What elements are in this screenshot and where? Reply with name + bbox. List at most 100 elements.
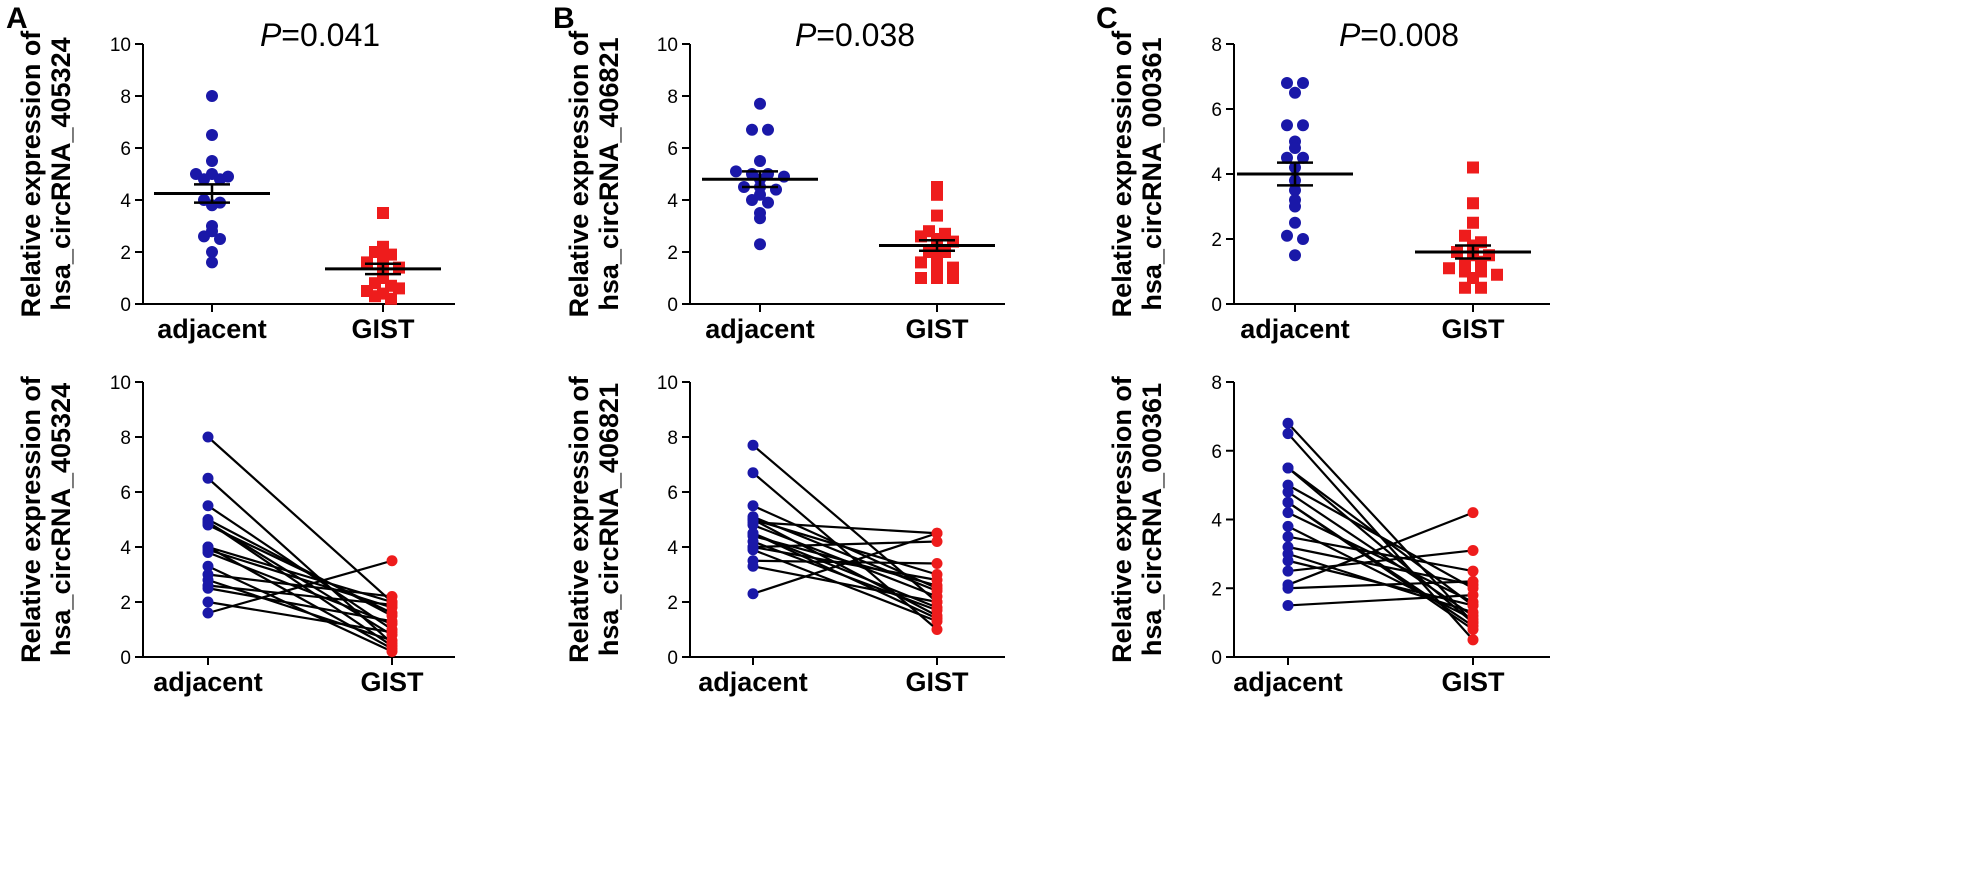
y-tick-label: 6: [120, 483, 131, 504]
paired-line: [752, 559, 938, 565]
data-point-adjacent: [1281, 77, 1293, 89]
paired-line: [1287, 422, 1474, 624]
y-tick-label: 6: [667, 139, 678, 160]
paired-line: [1287, 484, 1474, 590]
data-point-adjacent: [747, 560, 759, 572]
data-point-gist: [931, 536, 943, 547]
data-point-adjacent: [202, 560, 214, 572]
y-tick-label: 6: [120, 139, 131, 160]
data-point-gist: [947, 272, 959, 284]
paired-line: [207, 521, 393, 647]
data-point-adjacent: [202, 596, 214, 608]
data-point-adjacent: [202, 431, 214, 443]
x-tick-label-adjacent: adjacent: [698, 667, 808, 697]
y-tick-label: 0: [667, 295, 678, 316]
data-point-adjacent: [202, 500, 214, 512]
data-point-gist: [931, 188, 943, 201]
panel-a: A P=0.041 Relative expression of hsa_circRN…: [6, 2, 455, 344]
panel-letter: A: [6, 2, 28, 35]
data-point-gist: [1467, 197, 1479, 210]
data-point-adjacent: [746, 123, 758, 136]
paired-line: [752, 534, 938, 587]
data-point-gist: [386, 646, 398, 657]
paired-line: [1287, 501, 1474, 627]
data-point-adjacent: [754, 155, 766, 167]
panel-letter: C: [1096, 2, 1118, 35]
data-point-gist: [1467, 216, 1479, 229]
data-point-adjacent: [1282, 507, 1294, 519]
x-tick-label-gist: GIST: [351, 314, 415, 344]
y-axis-label-line2: hsa_circRNA_000361: [1137, 37, 1167, 310]
p-value-number: =0.008: [1360, 17, 1459, 53]
p-value-title: P=0.041: [260, 17, 380, 53]
data-point-adjacent: [1282, 417, 1294, 429]
y-tick-label: 2: [667, 593, 678, 614]
paired-line: [207, 559, 393, 615]
data-point-gist: [931, 585, 943, 597]
y-axis-label-line1: Relative expression of: [16, 375, 46, 663]
y-axis-label-line2: hsa_circRNA_000361: [1137, 383, 1167, 656]
x-tick-label-gist: GIST: [360, 667, 424, 697]
data-point-adjacent: [747, 527, 759, 539]
paired-line: [1287, 467, 1474, 624]
data-point-gist: [931, 624, 943, 635]
data-point-adjacent: [747, 519, 759, 531]
data-point-gist: [931, 209, 943, 222]
data-point-adjacent: [1281, 151, 1293, 164]
data-point-adjacent: [202, 541, 214, 553]
data-point-gist: [386, 626, 398, 638]
data-point-gist: [915, 256, 927, 269]
y-tick-label: 8: [1211, 35, 1222, 56]
y-tick-label: 8: [120, 428, 131, 449]
data-point-adjacent: [762, 123, 774, 136]
data-point-gist: [931, 527, 943, 539]
y-tick-label: 6: [1211, 442, 1222, 463]
x-tick-label-gist: GIST: [1441, 314, 1505, 344]
data-point-gist: [386, 596, 398, 608]
data-point-adjacent: [214, 173, 226, 186]
y-tick-label: 2: [1211, 579, 1222, 600]
x-tick-label-gist: GIST: [905, 314, 969, 344]
paired-line: [207, 600, 393, 634]
y-tick-label: 10: [657, 35, 678, 56]
data-point-adjacent: [1289, 216, 1301, 229]
y-tick-label: 0: [120, 648, 131, 669]
data-point-adjacent: [1282, 486, 1294, 498]
data-point-gist: [386, 555, 398, 567]
y-axis-label-line2: hsa_circRNA_405324: [46, 383, 76, 656]
paired-line: [207, 565, 393, 653]
y-tick-label: 8: [1211, 373, 1222, 394]
data-point-adjacent: [1297, 119, 1309, 132]
data-point-gist: [1467, 599, 1479, 611]
paired-line: [752, 521, 938, 535]
data-point-adjacent: [762, 196, 774, 209]
panel-letter: B: [553, 2, 575, 35]
y-tick-label: 4: [1211, 511, 1222, 532]
x-tick-label-adjacent: adjacent: [705, 314, 815, 344]
data-point-adjacent: [754, 238, 766, 251]
y-axis-label-line2: hsa_circRNA_406821: [594, 383, 624, 656]
data-point-adjacent: [202, 607, 214, 619]
data-point-gist: [386, 615, 398, 627]
y-axis-label-line2: hsa_circRNA_405324: [46, 37, 76, 310]
y-axis-label-line1: Relative expression of: [16, 30, 46, 318]
data-point-gist: [931, 558, 943, 569]
data-point-adjacent: [198, 230, 210, 243]
y-tick-label: 8: [120, 87, 131, 108]
data-point-adjacent: [1297, 151, 1309, 164]
y-axis-label-line2: hsa_circRNA_406821: [594, 37, 624, 310]
data-point-adjacent: [202, 582, 214, 594]
data-point-adjacent: [1282, 531, 1294, 543]
panel-b-paired: Relative expression of hsa_circRNA_406821…: [564, 373, 1005, 697]
data-point-adjacent: [747, 536, 759, 547]
data-point-gist: [393, 282, 405, 295]
data-point-adjacent: [1282, 599, 1294, 611]
data-point-adjacent: [770, 183, 782, 196]
data-point-adjacent: [1289, 86, 1301, 99]
y-tick-label: 10: [110, 373, 131, 394]
paired-line: [752, 565, 938, 604]
data-point-gist: [1467, 161, 1479, 174]
data-point-adjacent: [747, 500, 759, 512]
data-point-adjacent: [747, 467, 759, 479]
data-point-gist: [369, 290, 381, 303]
